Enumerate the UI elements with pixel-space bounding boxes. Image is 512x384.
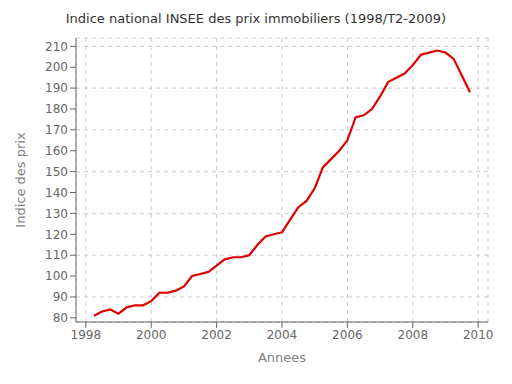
svg-text:150: 150 (45, 165, 68, 179)
svg-text:140: 140 (45, 186, 68, 200)
svg-text:2000: 2000 (136, 328, 167, 342)
svg-text:120: 120 (45, 228, 68, 242)
html-text:Indice national INSEE des prix: Indice national INSEE des prix immobilie… (65, 11, 447, 26)
svg-text:2006: 2006 (332, 328, 363, 342)
svg-text:100: 100 (45, 269, 68, 283)
svg-text:2002: 2002 (201, 328, 232, 342)
svg-text:170: 170 (45, 123, 68, 137)
svg-text:1998: 1998 (71, 328, 102, 342)
svg-text:130: 130 (45, 207, 68, 221)
svg-text:80: 80 (53, 311, 68, 325)
svg-text:160: 160 (45, 144, 68, 158)
svg-text:2004: 2004 (267, 328, 298, 342)
svg-text:110: 110 (45, 248, 68, 262)
svg-text:90: 90 (53, 290, 68, 304)
svg-text:Indice des prix: Indice des prix (13, 132, 28, 228)
svg-text:2010: 2010 (463, 328, 494, 342)
svg-text:190: 190 (45, 81, 68, 95)
svg-text:200: 200 (45, 60, 68, 74)
svg-text:Annees: Annees (258, 350, 306, 365)
svg-text:210: 210 (45, 40, 68, 54)
svg-text:180: 180 (45, 102, 68, 116)
svg-text:2008: 2008 (398, 328, 429, 342)
